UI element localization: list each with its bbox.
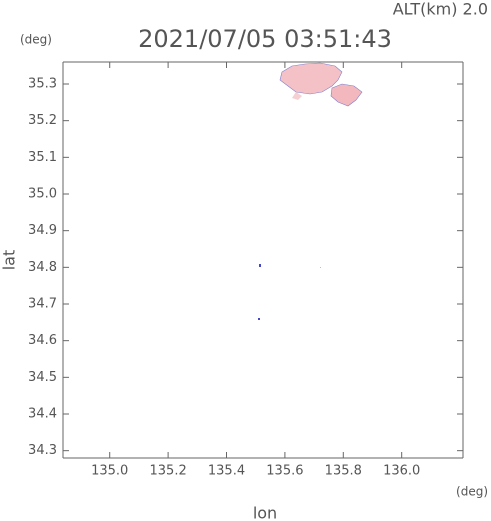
y-tick-label: 34.6 (28, 333, 57, 348)
altitude-label: ALT(km) 2.0 (393, 0, 488, 19)
y-tick-label: 34.8 (28, 260, 57, 275)
x-tick-label: 135.8 (325, 464, 362, 479)
plot-frame (62, 61, 464, 459)
x-tick-label: 135.6 (266, 464, 303, 479)
y-tick-label: 34.5 (28, 370, 57, 385)
x-tick-label: 135.4 (208, 464, 245, 479)
x-unit: (deg) (456, 485, 488, 499)
echo-blob (330, 83, 363, 107)
x-label: lon (253, 504, 277, 521)
y-tick-label: 35.2 (28, 113, 57, 128)
y-tick-label: 34.7 (28, 297, 57, 312)
x-tick-label: 136.0 (383, 464, 420, 479)
y-label: lat (0, 250, 19, 271)
y-tick-label: 34.9 (28, 223, 57, 238)
echo-area (258, 62, 363, 320)
y-tick-label: 35.1 (28, 150, 57, 165)
x-tick-label: 135.0 (91, 464, 128, 479)
echo-blob (292, 92, 302, 100)
y-tick-label: 34.4 (28, 407, 57, 422)
y-unit: (deg) (20, 33, 52, 47)
chart-title: 2021/07/05 03:51:43 (138, 25, 392, 53)
y-tick-label: 34.3 (28, 443, 57, 458)
echo-dot (259, 264, 261, 267)
echo-blob (279, 62, 343, 95)
y-tick-label: 35.0 (28, 187, 57, 202)
y-tick-label: 35.3 (28, 77, 57, 92)
echo-dot (258, 318, 260, 320)
x-tick-label: 135.2 (150, 464, 187, 479)
echo-dot (320, 267, 321, 268)
